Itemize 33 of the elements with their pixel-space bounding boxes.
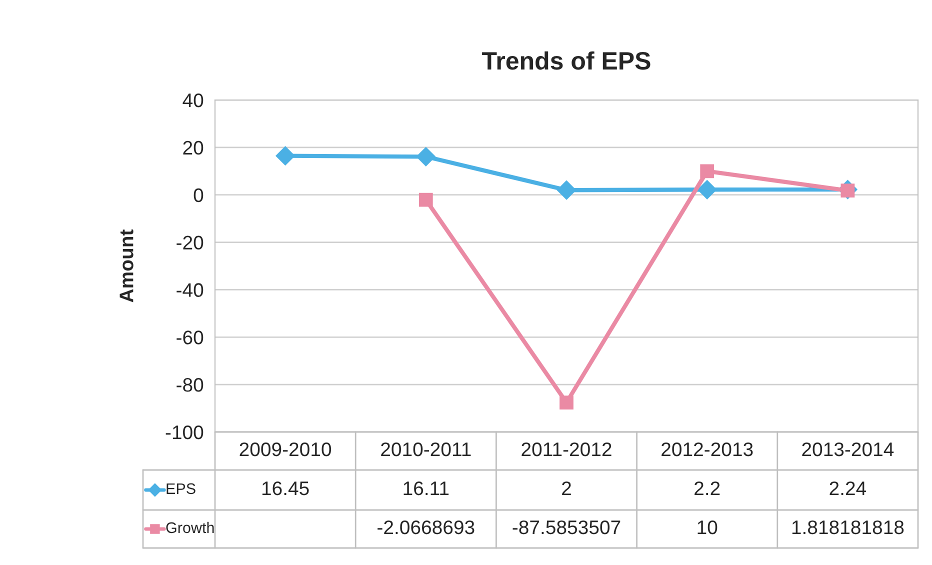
data-label: 2: [562, 481, 571, 496]
x-tick-label: 2010-2011: [381, 442, 471, 456]
point: [418, 192, 433, 207]
data-label: 2.24: [830, 481, 866, 496]
x-tick-label: 2009-2010: [240, 442, 332, 456]
legend-label: EPS: [166, 483, 196, 494]
y-axis-title: Amount: [120, 230, 134, 302]
data-label: 10: [698, 520, 718, 534]
y-tick-label: 40: [182, 93, 204, 108]
chart-title: Trends of EPS: [482, 51, 650, 70]
data-label: -2.0668693: [378, 520, 474, 534]
y-tick-label: -80: [176, 378, 204, 392]
point: [276, 146, 295, 166]
y-tick-label: 20: [183, 140, 204, 155]
point: [698, 180, 717, 200]
point: [416, 147, 436, 166]
x-tick-label: 2011-2012: [522, 442, 612, 456]
data-label: -87.5853507: [512, 520, 620, 534]
data-label: 16.45: [262, 481, 309, 496]
point: [556, 180, 576, 200]
y-tick-label: -40: [176, 283, 204, 297]
y-tick-label: -20: [176, 236, 204, 250]
y-tick-label: -60: [176, 330, 204, 344]
y-tick-label: 0: [194, 188, 204, 202]
data-label: 2.2: [694, 481, 720, 496]
x-tick-label: 2012-2013: [662, 442, 753, 456]
data-label: 16.11: [404, 481, 449, 496]
data-label: 1.818181818: [792, 520, 904, 534]
legend-label: Growth: [166, 522, 214, 534]
point: [700, 164, 714, 178]
y-tick-label: -100: [166, 425, 204, 440]
x-tick-label: 2013-2014: [802, 442, 894, 456]
point: [560, 396, 574, 410]
